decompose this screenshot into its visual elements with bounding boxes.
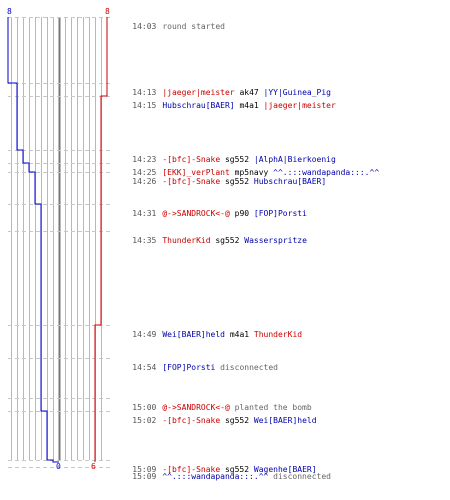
- event-time: 15:09: [132, 465, 157, 474]
- event-row: 15:00 @->SANDROCK<-@ planted the bomb: [113, 393, 311, 412]
- event-time: 14:54: [132, 363, 157, 372]
- event-attacker: |jaeger|meister: [162, 88, 235, 97]
- event-weapon: m4a1: [239, 101, 259, 110]
- event-time: 14:03: [132, 22, 157, 31]
- blue-start-count: 8: [7, 7, 12, 16]
- event-attacker: ThunderKid: [162, 236, 211, 245]
- event-time: 14:26: [132, 177, 157, 186]
- event-victim: Wasserspritze: [244, 236, 307, 245]
- event-weapon: sg552: [215, 236, 240, 245]
- event-victim: Hubschrau[BAER]: [253, 177, 327, 186]
- event-row: 14:49 Wei[BAER]held m4a1 ThunderKid: [113, 320, 302, 339]
- event-row: 14:25 [EKK]_verPlant mp5navy ^^.:::wandap…: [113, 158, 379, 177]
- event-victim: ThunderKid: [253, 330, 303, 339]
- event-time: 14:49: [132, 330, 157, 339]
- event-row: 15:09 ^^.:::wandapanda:::.^^ disconnected: [113, 462, 331, 481]
- event-victim: Wei[BAER]held: [253, 416, 317, 425]
- event-time: 14:23: [132, 155, 157, 164]
- event-player: @->SANDROCK<-@: [162, 403, 230, 412]
- event-time: 15:09: [132, 472, 157, 481]
- event-row: 14:31 @->SANDROCK<-@ p90 [FOP]Porsti: [113, 199, 307, 218]
- event-weapon: sg552: [224, 177, 250, 186]
- event-time: 14:15: [132, 101, 157, 110]
- event-time: 14:35: [132, 236, 157, 245]
- event-row: 15:02 -[bfc]-Snake sg552 Wei[BAER]held: [113, 406, 316, 425]
- event-player: ^^.:::wandapanda:::.^^: [162, 472, 269, 481]
- event-attacker: Wei[BAER]held: [162, 330, 225, 339]
- event-weapon: mp5navy: [234, 168, 269, 177]
- blue-team-line: [7, 17, 59, 463]
- event-weapon: m4a1: [229, 330, 250, 339]
- event-time: 15:00: [132, 403, 157, 412]
- event-time: 14:25: [132, 168, 157, 177]
- event-victim: |AlphA|Bierkoenig: [253, 155, 336, 164]
- event-row: 14:13 |jaeger|meister ak47 |YY|Guinea_Pig: [113, 78, 331, 97]
- event-row: 14:15 Hubschrau[BAER] m4a1 |jaeger|meiste…: [113, 91, 336, 110]
- event-victim: ^^.:::wandapanda:::.^^: [273, 168, 380, 177]
- event-victim: |YY|Guinea_Pig: [263, 88, 331, 97]
- red-team-line: [94, 17, 108, 462]
- red-end-count: 6: [91, 462, 96, 471]
- event-victim: |jaeger|meister: [263, 101, 336, 110]
- event-row: 14:23 -[bfc]-Snake sg552 |AlphA|Bierkoeni…: [113, 145, 336, 164]
- event-player: [FOP]Porsti: [162, 363, 216, 372]
- event-weapon: sg552: [224, 465, 250, 474]
- event-attacker: [EKK]_verPlant: [162, 168, 230, 177]
- event-attacker: -[bfc]-Snake: [162, 465, 221, 474]
- event-row: 14:35 ThunderKid sg552 Wasserspritze: [113, 226, 307, 245]
- blue-end-count: 0: [56, 462, 61, 471]
- event-attacker: @->SANDROCK<-@: [162, 209, 230, 218]
- event-weapon: sg552: [224, 416, 250, 425]
- event-message: disconnected: [273, 472, 331, 481]
- event-time: 15:02: [132, 416, 157, 425]
- event-row: 14:03 round started: [113, 12, 225, 31]
- event-message: disconnected: [220, 363, 278, 372]
- event-victim: Wagenhe[BAER]: [253, 465, 317, 474]
- event-row: 14:26 -[bfc]-Snake sg552 Hubschrau[BAER]: [113, 167, 326, 186]
- event-message: planted the bomb: [234, 403, 312, 412]
- event-attacker: -[bfc]-Snake: [162, 155, 221, 164]
- red-start-count: 8: [105, 7, 110, 16]
- event-row: 14:54 [FOP]Porsti disconnected: [113, 353, 278, 372]
- event-time: 14:13: [132, 88, 157, 97]
- event-attacker: Hubschrau[BAER]: [162, 101, 235, 110]
- event-message: round started: [162, 22, 225, 31]
- event-weapon: p90: [234, 209, 250, 218]
- event-time: 14:31: [132, 209, 157, 218]
- event-attacker: -[bfc]-Snake: [162, 416, 221, 425]
- event-row: 15:09 -[bfc]-Snake sg552 Wagenhe[BAER]: [113, 455, 316, 474]
- event-attacker: -[bfc]-Snake: [162, 177, 221, 186]
- event-weapon: sg552: [224, 155, 250, 164]
- event-weapon: ak47: [239, 88, 259, 97]
- event-victim: [FOP]Porsti: [253, 209, 307, 218]
